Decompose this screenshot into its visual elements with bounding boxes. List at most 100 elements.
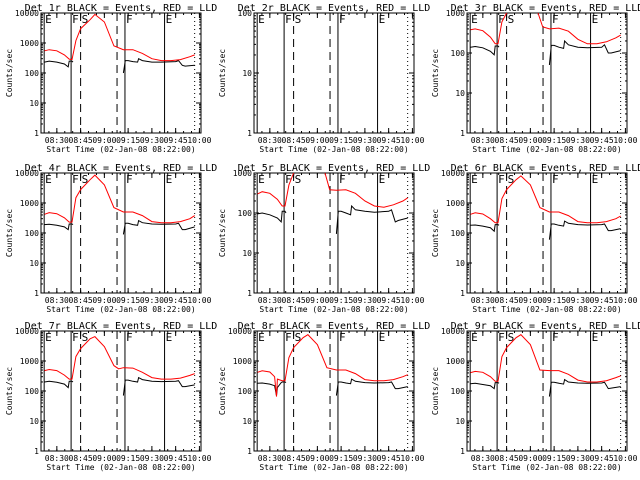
x-tick-label: 09:30 — [566, 296, 590, 305]
marker-label: F — [126, 13, 133, 26]
x-tick-label: 08:30 — [471, 136, 495, 145]
y-axis-label: Counts/sec — [5, 209, 14, 257]
series-events — [548, 39, 621, 66]
marker-label: S — [295, 331, 302, 344]
series-events — [470, 382, 500, 390]
x-tick-label: 09:45 — [377, 454, 401, 463]
y-tick-label: 10 — [455, 89, 465, 98]
y-axis-label: Counts/sec — [218, 209, 227, 257]
marker-label: E — [45, 173, 52, 186]
y-tick-label: 100 — [25, 69, 40, 78]
x-tick-label: 09:45 — [377, 136, 401, 145]
panel-det-9: Det 9r BLACK = Events, RED = LLD 1 10 100 10… — [431, 321, 640, 472]
x-tick-label: 09:15 — [542, 136, 566, 145]
y-tick-label: 10 — [455, 259, 465, 268]
marker-label: E — [471, 13, 478, 26]
x-tick-label: 09:00 — [305, 454, 329, 463]
x-axis-label: Start Time (02-Jan-08 08:22:00) — [46, 463, 195, 472]
x-tick-label: 09:00 — [518, 136, 542, 145]
y-tick-label: 1000 — [233, 169, 252, 178]
y-tick-label: 10000 — [441, 327, 465, 336]
y-tick-label: 10 — [242, 69, 252, 78]
panel-det-4: Det 4r BLACK = Events, RED = LLD 1 10 100 10… — [5, 163, 217, 314]
x-tick-label: 09:30 — [566, 136, 590, 145]
y-tick-label: 1000 — [446, 9, 465, 18]
y-tick-label: 100 — [238, 9, 253, 18]
series-events — [257, 210, 287, 224]
plot-frame — [40, 330, 202, 452]
y-axis-label: Counts/sec — [431, 49, 440, 97]
x-tick-label: 08:30 — [45, 454, 69, 463]
x-tick-label: 09:15 — [329, 454, 353, 463]
marker-label: F — [552, 13, 559, 26]
x-axis-label: Start Time (02-Jan-08 08:22:00) — [259, 145, 408, 154]
x-tick-label: 09:00 — [305, 136, 329, 145]
panel-det-2: Det 2r BLACK = Events, RED = LLD 1 10 100 Co… — [218, 3, 430, 154]
x-tick-label: 09:45 — [590, 454, 614, 463]
marker-label: S — [508, 331, 515, 344]
x-tick-label: 08:45 — [495, 136, 519, 145]
x-tick-label: 08:30 — [258, 296, 282, 305]
x-tick-label: 10:00 — [187, 296, 211, 305]
y-tick-label: 100 — [451, 49, 466, 58]
x-tick-label: 10:00 — [187, 136, 211, 145]
series-events — [470, 224, 500, 233]
x-tick-label: 09:45 — [164, 296, 188, 305]
x-tick-label: 08:30 — [45, 136, 69, 145]
series-events — [122, 57, 195, 74]
marker-label: E — [258, 13, 265, 26]
x-tick-label: 10:00 — [613, 296, 637, 305]
x-axis-label: Start Time (02-Jan-08 08:22:00) — [472, 145, 621, 154]
marker-label: S — [508, 13, 515, 26]
x-tick-label: 08:30 — [45, 296, 69, 305]
y-tick-label: 100 — [451, 229, 466, 238]
x-axis-label: Start Time (02-Jan-08 08:22:00) — [259, 305, 408, 314]
marker-label: E — [379, 173, 386, 186]
y-axis-label: Counts/sec — [431, 209, 440, 257]
marker-label: E — [592, 331, 599, 344]
y-tick-label: 1000 — [20, 39, 39, 48]
x-tick-label: 09:00 — [92, 136, 116, 145]
y-tick-label: 10000 — [441, 169, 465, 178]
x-axis-label: Start Time (02-Jan-08 08:22:00) — [259, 463, 408, 472]
x-tick-label: 10:00 — [400, 296, 424, 305]
marker-label: F — [498, 173, 505, 186]
x-tick-label: 09:00 — [518, 454, 542, 463]
marker-label: E — [45, 13, 52, 26]
y-tick-label: 10000 — [228, 327, 252, 336]
y-tick-label: 1 — [460, 289, 465, 298]
y-tick-label: 10000 — [15, 9, 39, 18]
y-axis-label: Counts/sec — [5, 49, 14, 97]
x-tick-label: 10:00 — [187, 454, 211, 463]
y-tick-label: 1 — [247, 447, 252, 456]
plot-frame — [40, 12, 202, 134]
x-tick-label: 09:00 — [92, 296, 116, 305]
y-tick-label: 1000 — [446, 199, 465, 208]
panel-det-3: Det 3r BLACK = Events, RED = LLD 1 10 100 10… — [431, 3, 640, 154]
x-tick-label: 10:00 — [613, 454, 637, 463]
marker-label: E — [258, 173, 265, 186]
x-tick-label: 08:45 — [282, 454, 306, 463]
marker-label: F — [339, 331, 346, 344]
marker-label: S — [82, 173, 89, 186]
y-tick-label: 100 — [25, 387, 40, 396]
x-tick-label: 09:30 — [353, 454, 377, 463]
marker-label: E — [592, 13, 599, 26]
marker-label: F — [498, 13, 505, 26]
series-events — [122, 219, 195, 235]
x-tick-label: 09:00 — [305, 296, 329, 305]
marker-label: F — [285, 173, 292, 186]
marker-label: E — [379, 331, 386, 344]
y-axis-label: Counts/sec — [218, 49, 227, 97]
y-tick-label: 10000 — [15, 327, 39, 336]
x-tick-label: 08:30 — [471, 296, 495, 305]
panel-title: Det 4r BLACK = Events, RED = LLD — [25, 163, 218, 174]
x-tick-label: 09:45 — [377, 296, 401, 305]
series-lld — [470, 334, 621, 383]
marker-label: F — [72, 13, 79, 26]
plot-frame — [466, 330, 628, 452]
series-lld — [44, 13, 195, 62]
marker-label: S — [82, 331, 89, 344]
marker-label: E — [45, 331, 52, 344]
series-lld — [44, 335, 195, 380]
